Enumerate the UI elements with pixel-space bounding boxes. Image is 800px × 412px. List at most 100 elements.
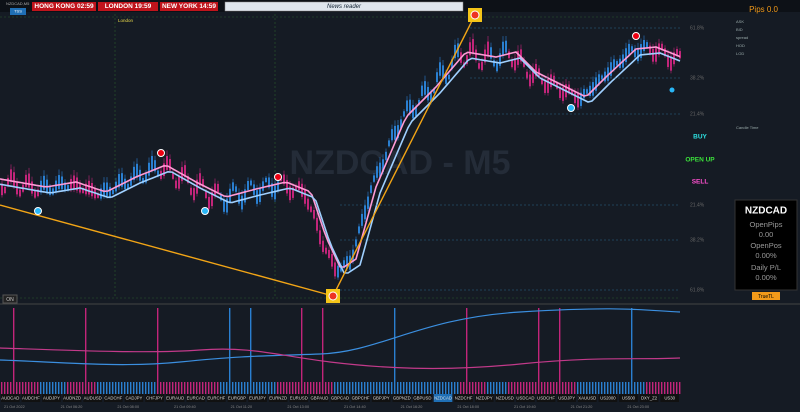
symbol-tab[interactable]	[145, 394, 164, 402]
symbol-tab[interactable]	[454, 394, 473, 402]
symbol-tab[interactable]	[413, 394, 432, 402]
symbol-tab-label[interactable]: AUDUSD	[84, 396, 102, 401]
symbol-tab-label[interactable]: AUDCHF	[22, 396, 40, 401]
symbol-tab[interactable]	[207, 394, 226, 402]
indicator-bar	[28, 382, 30, 394]
symbol-tab-label[interactable]: XAUUSD	[578, 396, 596, 401]
indicator-bar	[667, 382, 669, 394]
symbol-tab[interactable]	[474, 394, 494, 402]
symbol-tab-label[interactable]: USDJPY	[558, 396, 575, 401]
indicator-bar	[589, 382, 591, 394]
indicator-bar	[406, 382, 408, 394]
symbol-tab[interactable]	[186, 394, 206, 402]
symbol-tab-label[interactable]: NZDUSD	[496, 396, 514, 401]
symbol-tab-label[interactable]: EURGBP	[228, 396, 246, 401]
candle	[184, 165, 186, 178]
tab-label[interactable]: TSS	[14, 9, 22, 14]
symbol-tab-label[interactable]: AUDNZD	[63, 396, 81, 401]
symbol-tab-label[interactable]: GBPAUD	[310, 396, 328, 401]
symbol-tab-label[interactable]: NZDCAD	[434, 396, 452, 401]
symbol-tab[interactable]	[495, 394, 515, 402]
symbol-tab[interactable]	[62, 394, 82, 402]
candle	[19, 189, 21, 197]
symbol-tab[interactable]	[577, 394, 597, 402]
symbol-tab[interactable]	[516, 394, 535, 402]
symbol-tab[interactable]	[392, 394, 412, 402]
candle	[121, 173, 123, 187]
symbol-tab[interactable]	[21, 394, 41, 402]
symbol-tab[interactable]	[351, 394, 370, 402]
symbol-tab-label[interactable]: EURUSD	[290, 396, 308, 401]
symbol-tab-label[interactable]: AUDCAD	[1, 396, 19, 401]
candle	[574, 92, 576, 104]
symbol-tab-label[interactable]: USDCHF	[537, 396, 555, 401]
candle	[274, 185, 276, 200]
symbol-tab[interactable]	[598, 394, 618, 402]
symbol-tab[interactable]	[619, 394, 638, 402]
symbol-tab[interactable]	[310, 394, 329, 402]
open-up[interactable]: OPEN UP	[685, 157, 715, 164]
symbol-tab-label[interactable]: EURCAD	[187, 396, 205, 401]
candle	[106, 182, 108, 196]
symbol-tab[interactable]	[330, 394, 350, 402]
symbol-tab[interactable]	[371, 394, 391, 402]
symbol-tab-label[interactable]: NZDJPY	[476, 396, 493, 401]
on-button-label[interactable]: ON	[6, 297, 14, 303]
symbol-tab-label[interactable]: US500	[622, 396, 636, 401]
symbol-tab[interactable]	[83, 394, 103, 402]
pivot-marker	[328, 291, 338, 301]
candle	[7, 177, 9, 186]
symbol-tab[interactable]	[557, 394, 576, 402]
symbol-tab-label[interactable]: GBPUSD	[413, 396, 431, 401]
symbol-tab-label[interactable]: US2000	[600, 396, 616, 401]
symbol-tab-label[interactable]: EURNZD	[269, 396, 287, 401]
symbol-tab-label[interactable]: GBPCHF	[352, 396, 370, 401]
symbol-tab[interactable]	[165, 394, 185, 402]
symbol-tab-label[interactable]: DXY_Z2	[641, 396, 658, 401]
symbol-tab[interactable]	[660, 394, 679, 402]
symbol-tab[interactable]	[227, 394, 247, 402]
symbol-tab[interactable]	[536, 394, 556, 402]
on-button[interactable]	[2, 294, 18, 304]
symbol-tab[interactable]	[104, 394, 123, 402]
symbol-tab-label[interactable]: EURJPY	[249, 396, 266, 401]
symbol-tab-label[interactable]: NZDCHF	[455, 396, 473, 401]
symbol-tab[interactable]	[42, 394, 61, 402]
symbol-tab-label[interactable]: CADCHF	[104, 396, 122, 401]
symbol-tab[interactable]	[433, 394, 453, 402]
symbol-tab-label[interactable]: AUDJPY	[43, 396, 60, 401]
news-reader-bar[interactable]	[224, 1, 464, 12]
tab[interactable]	[10, 8, 26, 15]
indicator-bar	[658, 382, 660, 394]
symbol-tab-label[interactable]: USDCAD	[516, 396, 534, 401]
candle	[613, 59, 615, 70]
candle	[211, 192, 213, 207]
symbol-tab[interactable]	[289, 394, 309, 402]
indicator-bar	[451, 382, 453, 394]
sell-button[interactable]: SELL	[692, 179, 709, 186]
indicator-bar	[484, 382, 486, 394]
indicator-bar	[367, 382, 369, 394]
symbol-tab-label[interactable]: US30	[664, 396, 675, 401]
candle	[202, 179, 204, 187]
symbol-tab-label[interactable]: EURAUD	[166, 396, 184, 401]
symbol-tab-label[interactable]: EURCHF	[207, 396, 225, 401]
symbol-tab[interactable]	[268, 394, 288, 402]
symbol-tab-label[interactable]: CADJPY	[125, 396, 142, 401]
session: HONG KONG 02:59	[34, 3, 94, 10]
symbol-tab[interactable]	[639, 394, 659, 402]
symbol-tab[interactable]	[248, 394, 267, 402]
session-label: London	[118, 18, 134, 23]
symbol-tab-label[interactable]: GBPNZD	[393, 396, 411, 401]
indicator-bar	[82, 382, 84, 394]
symbol-tab[interactable]	[124, 394, 144, 402]
buy-button[interactable]: BUY	[693, 134, 707, 141]
symbol-tab[interactable]	[1, 394, 20, 402]
trend-button-label[interactable]: TrueTL	[758, 294, 774, 300]
symbol-tab-label[interactable]: GBPJPY	[373, 396, 390, 401]
symbol-tab-label[interactable]: CHFJPY	[146, 396, 163, 401]
trend-button[interactable]	[752, 292, 780, 300]
candle	[646, 42, 648, 48]
news-reader[interactable]: News reader	[327, 4, 362, 10]
symbol-tab-label[interactable]: GBPCAD	[331, 396, 349, 401]
